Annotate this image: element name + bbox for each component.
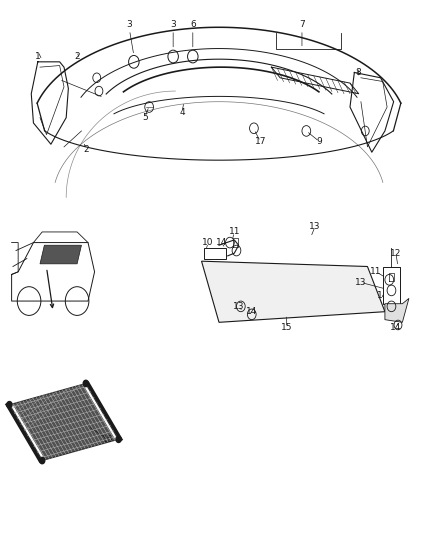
Text: 14: 14 [390, 323, 402, 332]
Text: 14: 14 [215, 238, 227, 247]
Text: 17: 17 [255, 137, 266, 146]
Polygon shape [204, 248, 226, 259]
Polygon shape [10, 383, 119, 461]
Text: 14: 14 [377, 291, 389, 300]
Text: 10: 10 [202, 238, 214, 247]
Text: 5: 5 [142, 113, 148, 122]
Circle shape [39, 457, 45, 464]
Polygon shape [201, 261, 385, 322]
Polygon shape [40, 245, 81, 264]
Text: 13: 13 [233, 302, 244, 311]
Circle shape [7, 401, 12, 408]
Text: 11: 11 [229, 228, 240, 237]
Text: 6: 6 [190, 20, 196, 29]
Circle shape [83, 380, 88, 386]
Text: 13: 13 [309, 222, 321, 231]
Text: 1: 1 [35, 52, 41, 61]
Text: 12: 12 [390, 249, 402, 258]
Text: 2: 2 [74, 52, 80, 61]
Circle shape [116, 436, 121, 442]
Text: 7: 7 [299, 20, 305, 29]
Text: 8: 8 [356, 68, 362, 77]
Text: 3: 3 [170, 20, 176, 29]
Polygon shape [383, 266, 400, 304]
Text: 15: 15 [281, 323, 293, 332]
Text: 16: 16 [102, 435, 113, 444]
Text: 14: 14 [246, 307, 258, 316]
Text: 9: 9 [317, 137, 322, 146]
Text: 4: 4 [179, 108, 185, 117]
Text: 3: 3 [127, 20, 132, 29]
Text: 2: 2 [83, 145, 88, 154]
Polygon shape [385, 298, 409, 322]
Text: 11: 11 [371, 268, 382, 276]
Text: 13: 13 [355, 278, 367, 287]
